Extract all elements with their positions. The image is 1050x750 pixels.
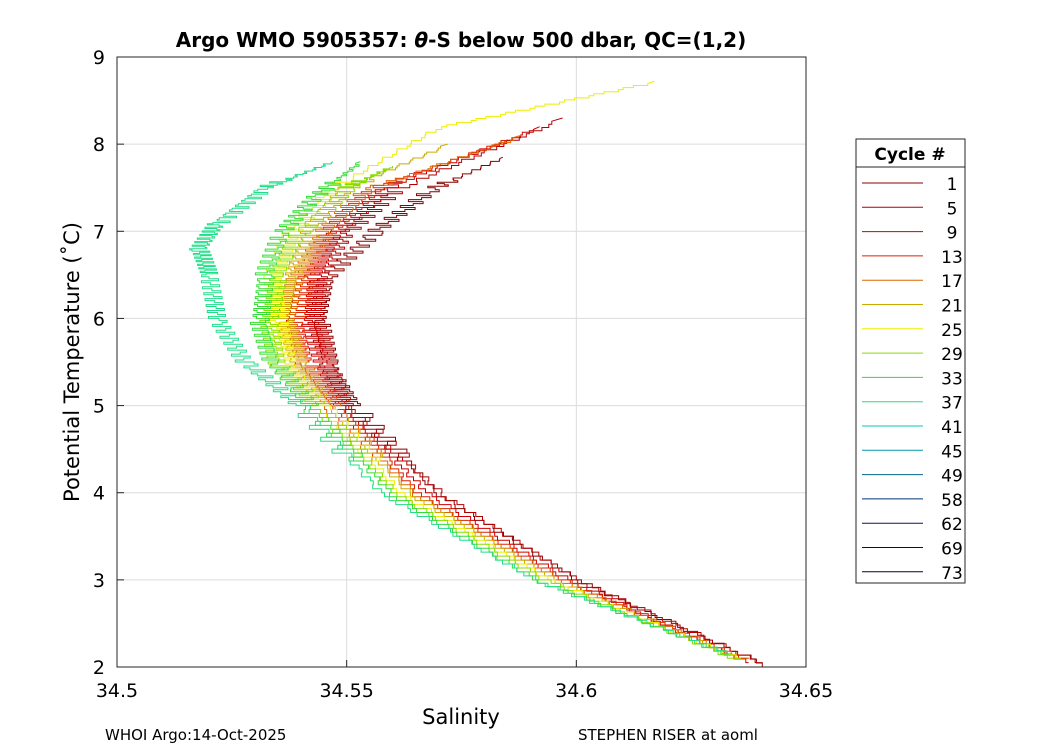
- x-axis-ticks: 34.5 34.55 34.6 34.65: [96, 660, 833, 702]
- legend-label-13: 13: [941, 248, 963, 268]
- legend-label-41: 41: [941, 418, 963, 438]
- chart-title: Argo WMO 5905357: θ-S below 500 dbar, QC…: [176, 28, 746, 52]
- legend-label-1: 1: [947, 175, 958, 195]
- legend-label-73: 73: [941, 564, 963, 584]
- x-axis-label: Salinity: [422, 705, 500, 729]
- y-tick-label: 2: [93, 657, 105, 679]
- y-tick-label: 3: [93, 570, 105, 592]
- data-series: [189, 80, 777, 668]
- x-tick-label: 34.55: [319, 680, 373, 702]
- series-line-cycle-1: [309, 156, 777, 668]
- series-line-cycle-29: [259, 165, 741, 659]
- legend-label-37: 37: [941, 394, 963, 414]
- legend-box: [855, 138, 966, 584]
- y-tick-label: 4: [93, 483, 105, 505]
- legend-label-58: 58: [941, 491, 963, 511]
- series-line-cycle-33: [250, 161, 733, 655]
- legend: Cycle # 1 5 9 13 17 21 25 29 33 37 41 45 49 58 62 69 73: [855, 138, 966, 584]
- x-tick-label: 34.5: [96, 680, 138, 702]
- series-line-cycle-37: [189, 161, 730, 655]
- x-tick-label: 34.65: [779, 680, 833, 702]
- legend-label-25: 25: [941, 321, 963, 341]
- series-line-cycle-21: [272, 143, 739, 659]
- legend-items: 1 5 9 13 17 21 25 29 33 37 41 45 49 58 62 69 73: [862, 175, 963, 584]
- legend-title: Cycle #: [874, 145, 945, 165]
- x-tick-label: 34.6: [555, 680, 597, 702]
- legend-label-17: 17: [941, 272, 963, 292]
- legend-label-5: 5: [947, 199, 958, 219]
- y-tick-label: 8: [93, 134, 105, 156]
- legend-label-69: 69: [941, 540, 963, 560]
- plot-frame: [116, 56, 807, 668]
- legend-label-49: 49: [941, 467, 963, 487]
- y-tick-label: 7: [93, 221, 105, 243]
- legend-label-62: 62: [941, 515, 963, 535]
- footer-left: WHOI Argo:14-Oct-2025: [105, 726, 286, 744]
- y-axis-label: Potential Temperature (˚C): [60, 222, 84, 502]
- y-tick-label: 9: [93, 47, 105, 69]
- plot-area: [117, 57, 806, 667]
- legend-label-21: 21: [941, 297, 963, 317]
- y-axis-ticks: 2 3 4 5 6 7 8 9: [93, 47, 124, 679]
- y-tick-label: 6: [93, 308, 105, 330]
- legend-label-33: 33: [941, 369, 963, 389]
- legend-label-45: 45: [941, 442, 963, 462]
- legend-label-9: 9: [947, 224, 958, 244]
- series-line-cycle-5: [305, 117, 763, 664]
- legend-label-29: 29: [941, 345, 963, 365]
- footer-right: STEPHEN RISER at aoml: [578, 726, 758, 744]
- y-tick-label: 5: [93, 396, 105, 418]
- series-line-cycle-9: [301, 126, 749, 664]
